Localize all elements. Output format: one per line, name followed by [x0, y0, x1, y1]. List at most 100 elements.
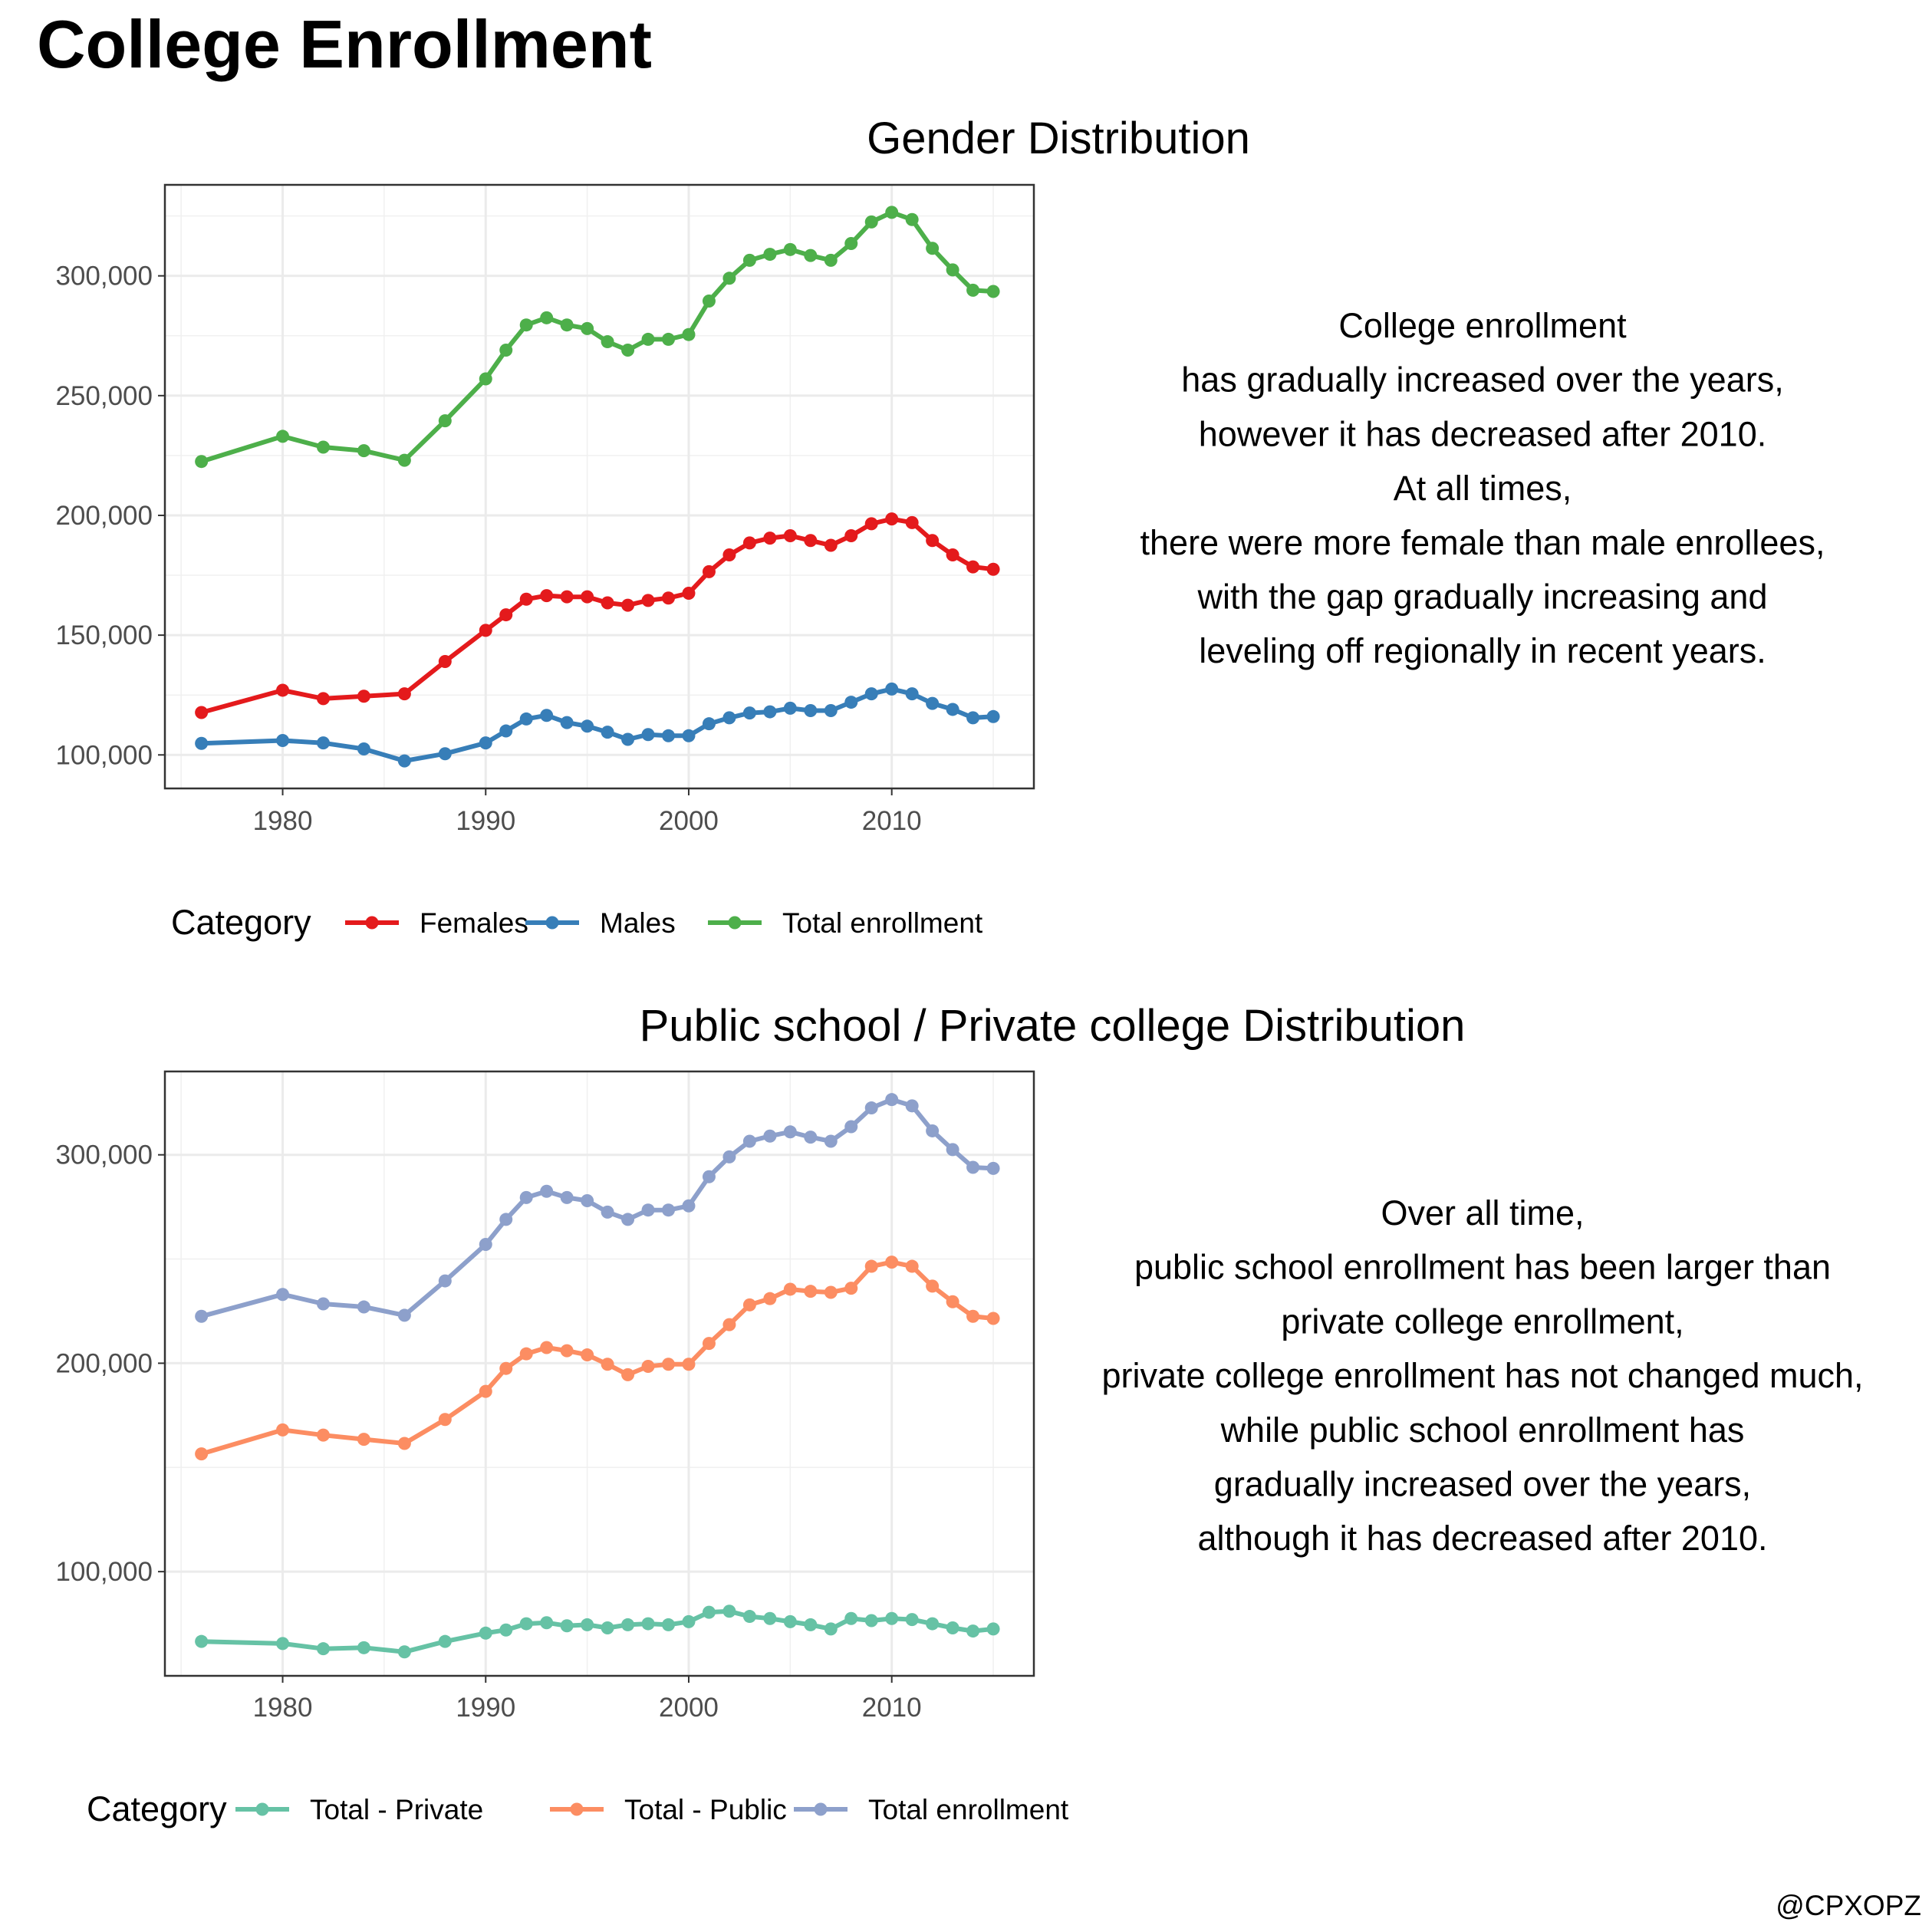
- legend-label: Total - Public: [624, 1794, 787, 1825]
- data-point: [357, 1433, 370, 1447]
- data-point: [966, 283, 980, 297]
- legend-key-point: [570, 1802, 584, 1816]
- data-point: [905, 1613, 919, 1627]
- legend-label: Total enrollment: [868, 1794, 1069, 1825]
- data-point: [926, 534, 940, 548]
- legend-key-point: [814, 1802, 828, 1816]
- data-point: [864, 1101, 878, 1115]
- data-point: [519, 1347, 533, 1361]
- data-point: [783, 529, 797, 543]
- data-point: [722, 711, 736, 725]
- data-point: [519, 1617, 533, 1631]
- caption: @CPXOPZ: [1776, 1890, 1921, 1921]
- data-point: [195, 1309, 209, 1323]
- data-point: [763, 1611, 777, 1625]
- data-point: [824, 1134, 838, 1148]
- data-point: [864, 687, 878, 701]
- data-point: [804, 534, 818, 548]
- data-point: [844, 1282, 858, 1295]
- data-point: [742, 536, 756, 550]
- annotation-line: College enrollment: [1338, 306, 1627, 345]
- data-point: [195, 1634, 209, 1648]
- data-point: [844, 1120, 858, 1134]
- data-point: [641, 1359, 655, 1373]
- data-point: [276, 683, 290, 697]
- data-point: [722, 272, 736, 285]
- data-point: [397, 754, 411, 768]
- data-point: [499, 1361, 513, 1375]
- data-point: [844, 696, 858, 709]
- data-point: [824, 1285, 838, 1299]
- data-point: [560, 1344, 574, 1358]
- data-point: [966, 711, 980, 725]
- data-point: [540, 311, 554, 324]
- y-tick-label: 150,000: [55, 620, 153, 650]
- data-point: [885, 512, 899, 526]
- data-point: [682, 327, 696, 341]
- legend: Category Females Males Total enrollment: [171, 903, 983, 942]
- data-point: [763, 1292, 777, 1305]
- y-tick-label: 100,000: [55, 1557, 153, 1587]
- data-point: [601, 1358, 614, 1371]
- data-point: [581, 590, 594, 604]
- data-point: [601, 1205, 614, 1219]
- data-point: [986, 285, 1000, 298]
- legend-key-point: [728, 916, 742, 930]
- data-point: [722, 548, 736, 562]
- data-point: [479, 1238, 492, 1252]
- data-point: [986, 1622, 1000, 1636]
- data-point: [641, 728, 655, 742]
- data-point: [621, 343, 635, 357]
- x-tick-label: 2010: [862, 1693, 922, 1723]
- data-point: [885, 1256, 899, 1269]
- plot-border: [163, 183, 1035, 790]
- legend-key-point: [545, 916, 559, 930]
- data-point: [946, 1295, 959, 1308]
- y-tick-label: 200,000: [55, 1348, 153, 1378]
- data-point: [722, 1605, 736, 1618]
- data-point: [560, 716, 574, 729]
- data-point: [905, 687, 919, 701]
- data-point: [581, 1348, 594, 1362]
- data-point: [662, 729, 676, 742]
- data-point: [499, 724, 513, 738]
- data-point: [560, 590, 574, 604]
- data-point: [763, 1129, 777, 1143]
- x-tick-label: 1990: [456, 1693, 515, 1723]
- data-point: [276, 1637, 290, 1651]
- data-point: [824, 538, 838, 552]
- data-point: [702, 717, 716, 731]
- data-point: [641, 1617, 655, 1631]
- data-point: [742, 1610, 756, 1624]
- data-point: [479, 624, 492, 637]
- legend-label: Females: [420, 907, 528, 939]
- data-point: [783, 1614, 797, 1628]
- y-tick-label: 200,000: [55, 501, 153, 531]
- data-point: [316, 1297, 330, 1311]
- figure-title: College Enrollment: [37, 6, 652, 82]
- data-point: [885, 682, 899, 696]
- data-point: [641, 594, 655, 607]
- data-point: [276, 430, 290, 443]
- y-tick-label: 250,000: [55, 381, 153, 411]
- data-point: [783, 242, 797, 256]
- annotation-line: public school enrollment has been larger…: [1134, 1248, 1831, 1287]
- annotation-line: Over all time,: [1381, 1193, 1584, 1233]
- data-point: [438, 654, 452, 668]
- data-point: [357, 1300, 370, 1314]
- panel-title: Public school / Private college Distribu…: [640, 1001, 1466, 1051]
- data-point: [540, 589, 554, 603]
- data-point: [397, 1308, 411, 1322]
- data-point: [682, 1614, 696, 1628]
- data-point: [742, 1134, 756, 1148]
- data-point: [438, 1274, 452, 1288]
- data-point: [885, 206, 899, 219]
- data-point: [986, 709, 1000, 723]
- data-point: [804, 1618, 818, 1631]
- y-tick-label: 300,000: [55, 262, 153, 291]
- data-point: [804, 248, 818, 262]
- data-point: [581, 1618, 594, 1631]
- data-point: [397, 1437, 411, 1450]
- data-point: [966, 1160, 980, 1174]
